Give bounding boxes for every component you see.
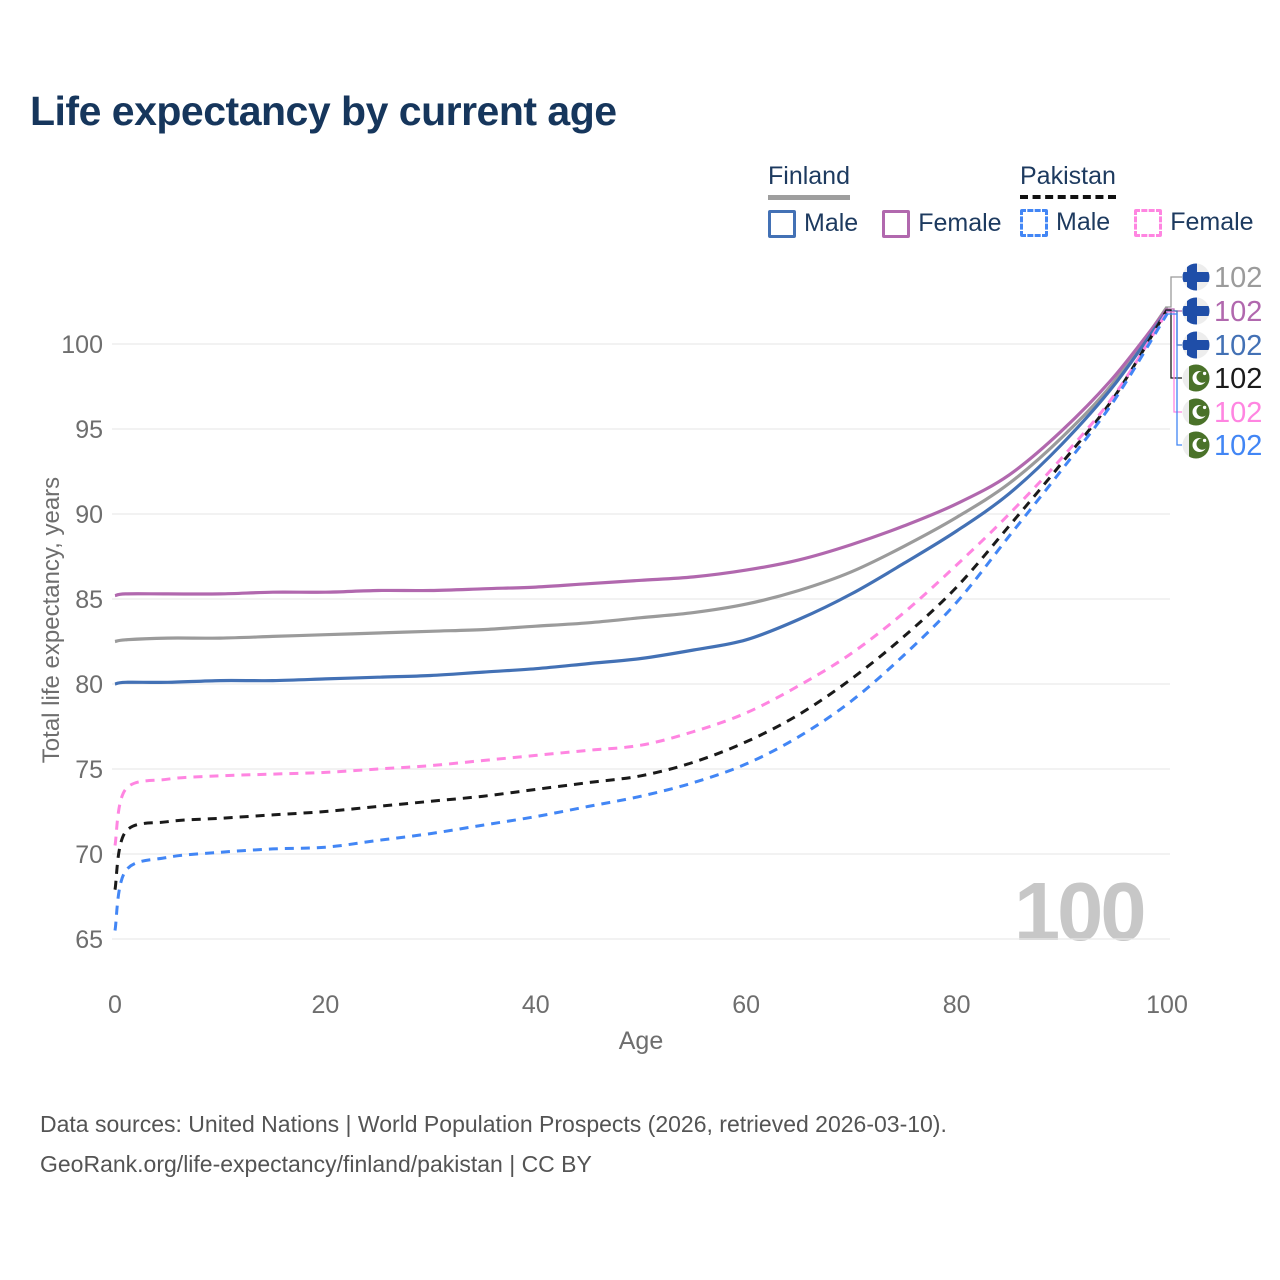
- pakistan-female-swatch-icon: [1134, 208, 1163, 237]
- end-value-label: 102: [1214, 262, 1262, 294]
- series-lines: [113, 306, 1169, 931]
- pakistan-flag-icon: [1182, 398, 1210, 426]
- legend-group-pakistan: Pakistan Male Female: [1020, 162, 1254, 237]
- footer-line-2: GeoRank.org/life-expectancy/finland/paki…: [40, 1151, 592, 1178]
- x-tick-label: 40: [522, 991, 550, 1019]
- y-tick-label: 65: [75, 926, 103, 954]
- leader-line: [1166, 313, 1182, 446]
- x-tick-label: 60: [732, 991, 760, 1019]
- leader-line: [1166, 276, 1182, 308]
- age-watermark: 100: [1014, 865, 1146, 958]
- finland-flag-icon: [1182, 331, 1210, 359]
- legend-label: Male: [804, 209, 859, 237]
- x-axis-title: Age: [619, 1027, 663, 1055]
- finland-flag-icon: [1182, 297, 1210, 325]
- footer-line-1: Data sources: United Nations | World Pop…: [40, 1111, 947, 1137]
- leader-line: [1166, 311, 1182, 413]
- line-finland-both[interactable]: [114, 306, 1169, 644]
- legend-country-finland: Finland: [768, 162, 850, 200]
- legend-item-pakistan-female[interactable]: Female: [1134, 208, 1254, 237]
- pakistan-flag-icon: [1182, 364, 1210, 392]
- legend-label: Female: [1170, 208, 1254, 236]
- x-tick-label: 100: [1146, 991, 1188, 1019]
- legend-item-pakistan-male[interactable]: Male: [1020, 208, 1110, 237]
- y-tick-label: 90: [75, 501, 103, 529]
- pakistan-flag-icon: [1182, 431, 1210, 459]
- x-tick-label: 20: [311, 991, 339, 1019]
- finland-female-swatch-icon: [882, 209, 911, 238]
- finland-male-swatch-icon: [768, 209, 796, 238]
- leader-line: [1166, 308, 1182, 312]
- line-finland-male[interactable]: [114, 310, 1169, 686]
- y-tick-label: 85: [75, 586, 103, 614]
- end-value-label: 102: [1214, 296, 1262, 328]
- y-tick-label: 95: [75, 416, 103, 444]
- page-title: Life expectancy by current age: [30, 88, 617, 134]
- pakistan-male-swatch-icon: [1020, 208, 1048, 237]
- legend-group-finland: Finland Male Female: [768, 162, 1002, 238]
- x-tick-label: 0: [108, 991, 122, 1019]
- line-pakistan-female[interactable]: [113, 311, 1169, 846]
- line-pakistan-both[interactable]: [113, 309, 1169, 890]
- end-value-label: 102: [1214, 363, 1262, 395]
- data-source-footer: Data sources: United Nations | World Pop…: [40, 1104, 947, 1185]
- line-pakistan-male[interactable]: [113, 313, 1169, 931]
- legend-item-finland-male[interactable]: Male: [768, 209, 858, 238]
- finland-flag-icon: [1182, 263, 1210, 291]
- line-finland-female[interactable]: [114, 308, 1169, 598]
- axis-ticks: 65 70 75 80 85 90 95 100 0 20 40 60 80 100: [61, 331, 1188, 1019]
- x-tick-label: 80: [943, 991, 971, 1019]
- legend-item-finland-female[interactable]: Female: [882, 209, 1002, 238]
- y-tick-label: 75: [75, 756, 103, 784]
- end-value-label: 102: [1214, 397, 1262, 429]
- legend-country-pakistan: Pakistan: [1020, 162, 1116, 199]
- y-tick-label: 70: [75, 841, 103, 869]
- legend-label: Female: [918, 209, 1002, 237]
- y-tick-label: 80: [75, 671, 103, 699]
- end-value-label: 102: [1214, 430, 1262, 462]
- gridlines: [112, 343, 1170, 940]
- legend-label: Male: [1056, 208, 1111, 236]
- y-tick-label: 100: [61, 331, 103, 359]
- end-value-label: 102: [1214, 330, 1262, 362]
